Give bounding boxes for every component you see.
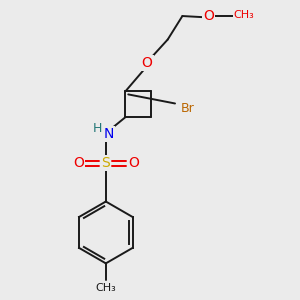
Text: O: O [128, 156, 139, 170]
Text: H: H [93, 122, 102, 135]
Text: S: S [101, 156, 110, 170]
Text: CH₃: CH₃ [95, 283, 116, 292]
Text: O: O [142, 56, 152, 70]
Text: Br: Br [181, 102, 194, 115]
Text: O: O [73, 156, 84, 170]
Text: CH₃: CH₃ [234, 10, 255, 20]
Text: O: O [203, 9, 214, 23]
Text: N: N [103, 127, 114, 141]
